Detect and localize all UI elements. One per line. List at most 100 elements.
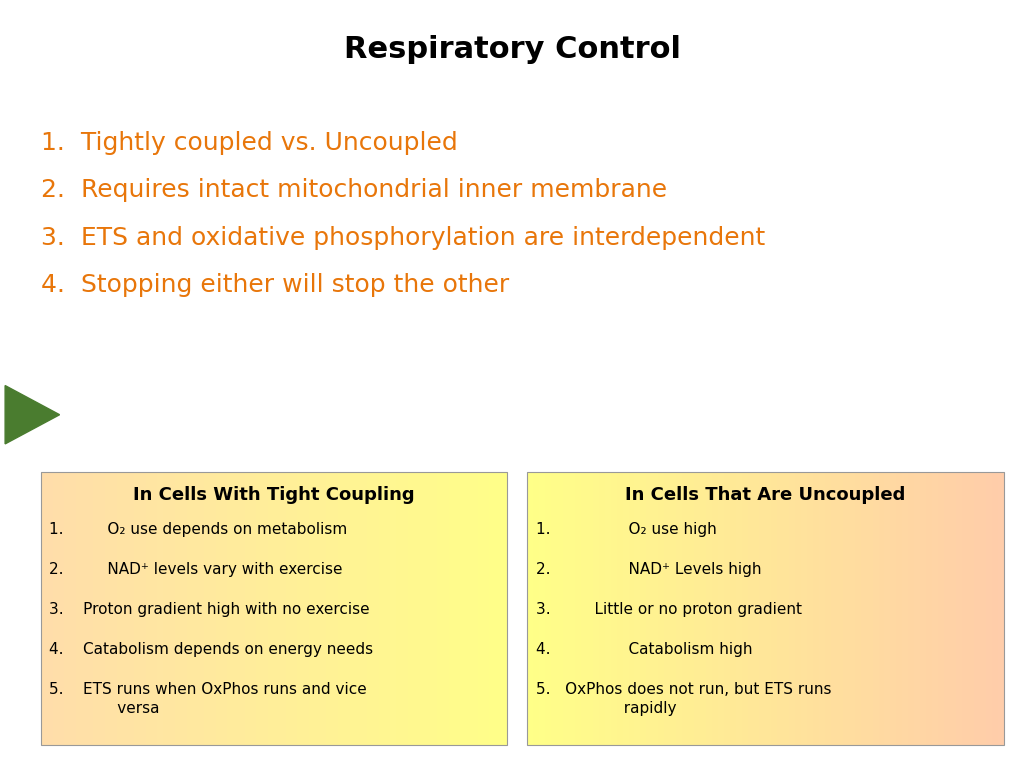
Bar xyxy=(361,472,369,745)
Bar xyxy=(390,472,397,745)
Bar xyxy=(771,472,779,745)
Bar xyxy=(117,472,124,745)
Bar xyxy=(420,472,427,745)
Bar xyxy=(111,472,118,745)
Bar xyxy=(82,472,89,745)
Bar xyxy=(866,472,874,745)
Bar xyxy=(274,472,282,745)
Bar xyxy=(735,472,743,745)
Bar xyxy=(540,472,547,745)
Bar xyxy=(724,472,731,745)
Bar xyxy=(472,472,479,745)
Bar xyxy=(216,472,223,745)
Bar xyxy=(373,472,380,745)
Bar xyxy=(921,472,928,745)
Bar xyxy=(718,472,725,745)
Bar xyxy=(210,472,217,745)
Bar xyxy=(93,472,100,745)
Bar xyxy=(128,472,135,745)
Bar xyxy=(483,472,490,745)
Bar xyxy=(944,472,951,745)
Bar xyxy=(455,472,462,745)
Bar xyxy=(425,472,433,745)
Text: 3.         Little or no proton gradient: 3. Little or no proton gradient xyxy=(536,602,802,617)
Bar xyxy=(414,472,421,745)
Bar xyxy=(527,472,1004,745)
Bar xyxy=(790,472,797,745)
Bar xyxy=(891,472,898,745)
Bar xyxy=(545,472,553,745)
Bar xyxy=(956,472,964,745)
Bar xyxy=(385,472,392,745)
Bar xyxy=(980,472,987,745)
Text: In Cells That Are Uncoupled: In Cells That Are Uncoupled xyxy=(626,486,905,504)
Text: 2.                NAD⁺ Levels high: 2. NAD⁺ Levels high xyxy=(536,562,761,578)
Polygon shape xyxy=(5,386,59,444)
Bar xyxy=(551,472,559,745)
Bar xyxy=(349,472,357,745)
Text: 3.    Proton gradient high with no exercise: 3. Proton gradient high with no exercise xyxy=(49,602,370,617)
Bar xyxy=(748,472,755,745)
Bar xyxy=(297,472,304,745)
Bar xyxy=(938,472,945,745)
Bar xyxy=(233,472,241,745)
Text: 3.  ETS and oxidative phosphorylation are interdependent: 3. ETS and oxidative phosphorylation are… xyxy=(41,226,765,250)
Bar xyxy=(783,472,791,745)
Bar xyxy=(501,472,509,745)
Text: 2.         NAD⁺ levels vary with exercise: 2. NAD⁺ levels vary with exercise xyxy=(49,562,343,578)
Bar xyxy=(849,472,856,745)
Bar xyxy=(327,472,334,745)
Bar xyxy=(777,472,784,745)
Bar xyxy=(730,472,737,745)
Bar xyxy=(227,472,234,745)
Bar xyxy=(796,472,803,745)
Bar xyxy=(99,472,106,745)
Bar xyxy=(860,472,868,745)
Text: 5.   OxPhos does not run, but ETS runs
                  rapidly: 5. OxPhos does not run, but ETS runs rap… xyxy=(536,682,831,716)
Bar xyxy=(569,472,577,745)
Bar xyxy=(676,472,684,745)
Bar xyxy=(766,472,773,745)
Bar xyxy=(950,472,957,745)
Bar xyxy=(997,472,1006,745)
Bar xyxy=(671,472,678,745)
Bar xyxy=(635,472,642,745)
Bar xyxy=(88,472,95,745)
Bar xyxy=(646,472,654,745)
Text: In Cells With Tight Coupling: In Cells With Tight Coupling xyxy=(133,486,415,504)
Text: 4.    Catabolism depends on energy needs: 4. Catabolism depends on energy needs xyxy=(49,642,374,657)
Bar xyxy=(682,472,689,745)
Bar xyxy=(825,472,833,745)
Bar xyxy=(286,472,293,745)
Bar xyxy=(52,472,60,745)
Bar xyxy=(344,472,351,745)
Bar xyxy=(268,472,275,745)
Bar xyxy=(837,472,845,745)
Bar xyxy=(461,472,468,745)
Bar xyxy=(534,472,541,745)
Bar xyxy=(140,472,147,745)
Bar xyxy=(186,472,194,745)
Bar xyxy=(706,472,714,745)
Bar xyxy=(105,472,113,745)
Bar xyxy=(280,472,287,745)
Text: 1.         O₂ use depends on metabolism: 1. O₂ use depends on metabolism xyxy=(49,522,347,538)
Bar xyxy=(489,472,497,745)
Bar xyxy=(76,472,83,745)
Bar xyxy=(527,472,535,745)
Bar xyxy=(449,472,456,745)
Bar xyxy=(658,472,666,745)
Bar xyxy=(605,472,612,745)
Bar xyxy=(640,472,648,745)
Bar xyxy=(65,472,72,745)
Bar xyxy=(193,472,200,745)
Bar xyxy=(932,472,940,745)
Bar xyxy=(175,472,182,745)
Bar xyxy=(926,472,934,745)
Text: Respiratory Control: Respiratory Control xyxy=(343,35,681,64)
Bar xyxy=(908,472,915,745)
Bar xyxy=(145,472,154,745)
Bar xyxy=(914,472,922,745)
Bar xyxy=(575,472,583,745)
Bar xyxy=(303,472,310,745)
